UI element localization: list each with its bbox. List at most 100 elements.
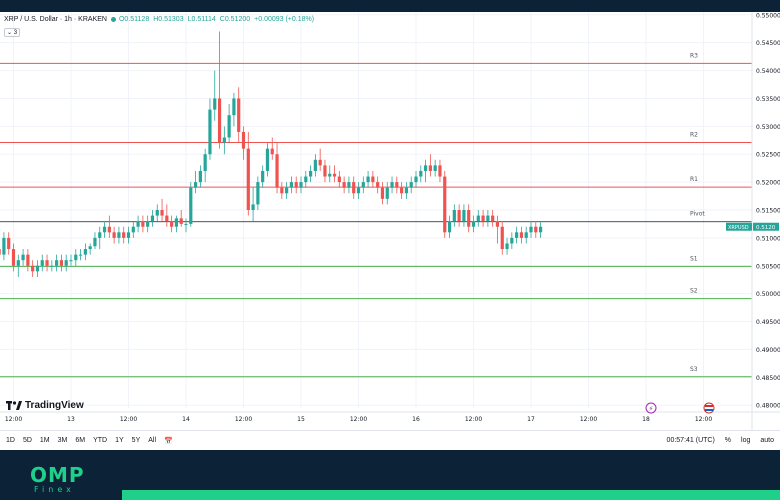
candle xyxy=(198,165,202,188)
candle-body xyxy=(529,226,533,233)
candle-body xyxy=(385,187,389,199)
candle xyxy=(193,170,198,194)
candle xyxy=(419,165,423,183)
candle-body xyxy=(438,165,442,177)
candle-body xyxy=(0,249,1,255)
indicators-toggle[interactable]: ⌄ 3 xyxy=(4,28,21,37)
candle-body xyxy=(289,182,294,188)
candle xyxy=(433,159,437,177)
candle xyxy=(0,249,1,255)
candle xyxy=(174,215,179,233)
candle xyxy=(385,182,389,205)
candle-body xyxy=(64,260,68,266)
candle xyxy=(356,182,361,199)
range-all-button[interactable]: All xyxy=(148,437,157,444)
candle xyxy=(486,210,490,227)
candle-body xyxy=(352,182,356,194)
candle xyxy=(538,221,543,238)
candle xyxy=(122,226,126,244)
percent-scale-button[interactable]: % xyxy=(724,437,732,444)
candle xyxy=(98,226,102,250)
log-scale-button[interactable]: log xyxy=(741,437,751,444)
candle-body xyxy=(380,187,385,199)
range-5y-button[interactable]: 5Y xyxy=(131,437,141,444)
candle xyxy=(213,70,217,121)
candle-body xyxy=(16,260,20,266)
price-tick-label: 0.55000 xyxy=(756,12,780,19)
candle-body xyxy=(50,265,54,267)
candle-body xyxy=(40,260,44,266)
candle-body xyxy=(356,187,361,194)
candle-body xyxy=(237,98,241,132)
candle xyxy=(189,182,193,227)
candle xyxy=(275,143,279,194)
range-1d-button[interactable]: 1D xyxy=(6,437,15,444)
finex-logo: Finex xyxy=(34,485,75,494)
candle xyxy=(2,232,6,261)
candle xyxy=(285,182,289,199)
candle xyxy=(404,182,409,199)
pivot-levels: R3 R2 R1 Pivot S1 S2 S3 xyxy=(0,52,752,378)
range-6m-button[interactable]: 6M xyxy=(75,437,86,444)
calendar-icon[interactable]: 📅 xyxy=(164,438,173,445)
level-label-s1: S1 xyxy=(690,255,698,262)
time-tick-label: 12:00 xyxy=(5,416,22,423)
candle-body xyxy=(457,210,461,222)
candle xyxy=(347,176,351,194)
candle-body xyxy=(332,173,337,177)
candle-body xyxy=(26,254,30,266)
range-1m-button[interactable]: 1M xyxy=(39,437,50,444)
candle xyxy=(328,165,332,183)
candle xyxy=(170,215,174,233)
candle xyxy=(83,243,87,261)
candle-body xyxy=(462,210,466,222)
tradingview-logo[interactable]: TradingView xyxy=(6,400,84,411)
candle-body xyxy=(423,165,428,171)
low-label: L xyxy=(187,16,192,23)
candle-body xyxy=(136,221,140,227)
utc-clock[interactable]: 00:57:41 (UTC) xyxy=(666,437,715,444)
candle xyxy=(452,204,456,227)
candle xyxy=(524,226,528,244)
range-3m-button[interactable]: 3M xyxy=(57,437,68,444)
candle-body xyxy=(280,187,284,194)
range-1y-button[interactable]: 1Y xyxy=(115,437,124,444)
high-value: 0.51303 xyxy=(158,16,184,23)
candle-body xyxy=(203,154,207,171)
candle-body xyxy=(83,249,87,255)
candle xyxy=(35,260,40,277)
price-tick-label: 0.48500 xyxy=(756,375,780,382)
range-ytd-button[interactable]: YTD xyxy=(93,437,108,444)
us-flag-icon[interactable] xyxy=(703,402,715,414)
candle-body xyxy=(98,232,102,238)
candle xyxy=(64,254,68,272)
price-tick-label: 0.49000 xyxy=(756,347,780,354)
candle-body xyxy=(371,176,375,183)
price-tick-label: 0.49500 xyxy=(756,319,780,326)
candle xyxy=(261,165,265,188)
price-tick-label: 0.54500 xyxy=(756,40,780,47)
range-5d-button[interactable]: 5D xyxy=(22,437,32,444)
price-tick-label: 0.51000 xyxy=(756,235,780,242)
candle xyxy=(246,131,250,216)
candle xyxy=(471,215,476,233)
time-tick-label: 12:00 xyxy=(695,416,712,423)
candle xyxy=(7,232,11,255)
candle-body xyxy=(122,232,126,238)
chevron-down-icon: ⌄ xyxy=(7,30,13,36)
lightning-icon[interactable] xyxy=(645,402,657,414)
auto-scale-button[interactable]: auto xyxy=(760,437,774,444)
price-tick-label: 0.48000 xyxy=(756,403,780,410)
candle-body xyxy=(491,215,495,222)
candle-body xyxy=(45,260,49,266)
chart-area[interactable]: R3 R2 R1 Pivot S1 S2 S3 0.55000 0.54500 0.54000 0… xyxy=(0,12,780,430)
candle xyxy=(308,165,313,183)
candle xyxy=(26,249,30,272)
candle-body xyxy=(155,210,159,216)
candle-body xyxy=(486,215,490,222)
candle-body xyxy=(7,237,11,250)
candle xyxy=(380,182,385,205)
candle-body xyxy=(285,187,289,194)
candle-body xyxy=(467,210,471,227)
